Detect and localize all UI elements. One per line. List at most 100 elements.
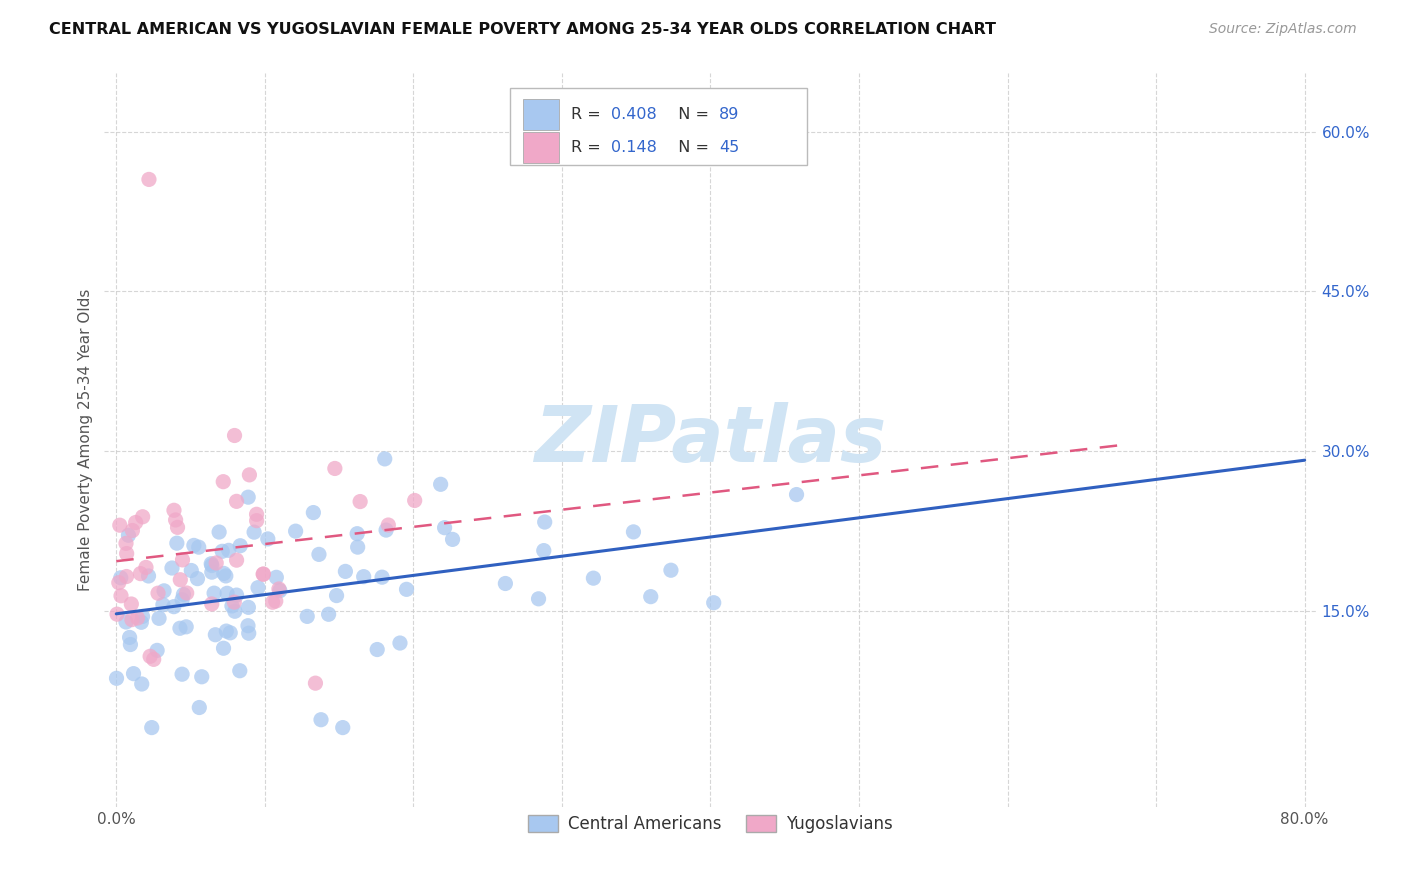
- Point: [332, 560, 354, 574]
- Point: [371, 513, 394, 527]
- Point: [264, 519, 287, 533]
- Point: [201, 617, 224, 632]
- Point: [180, 721, 202, 735]
- FancyBboxPatch shape: [523, 132, 560, 163]
- Point: [211, 645, 233, 659]
- Text: Source: ZipAtlas.com: Source: ZipAtlas.com: [1209, 22, 1357, 37]
- Point: [160, 611, 183, 625]
- Point: [110, 569, 132, 583]
- Point: [302, 591, 325, 606]
- Point: [176, 504, 198, 518]
- Point: [349, 543, 371, 558]
- Point: [166, 517, 188, 532]
- Point: [297, 551, 319, 566]
- Text: R =: R =: [571, 140, 612, 155]
- Point: [115, 516, 138, 530]
- Point: [252, 555, 274, 569]
- Point: [308, 650, 330, 665]
- Point: [219, 540, 242, 554]
- Point: [215, 697, 238, 711]
- Point: [166, 560, 188, 574]
- Point: [146, 635, 169, 649]
- Point: [238, 663, 260, 677]
- Point: [131, 577, 153, 591]
- Point: [183, 607, 205, 622]
- Point: [131, 527, 153, 541]
- Point: [225, 473, 247, 487]
- Point: [129, 462, 152, 476]
- Point: [169, 567, 191, 582]
- Point: [121, 656, 143, 670]
- Point: [172, 616, 194, 631]
- Point: [377, 540, 399, 554]
- Point: [533, 483, 555, 497]
- Text: N =: N =: [668, 140, 714, 155]
- Point: [252, 566, 274, 580]
- Text: 0.408: 0.408: [612, 107, 657, 122]
- Text: 45: 45: [718, 140, 740, 155]
- Point: [212, 481, 235, 495]
- Point: [215, 516, 238, 530]
- Point: [441, 637, 464, 651]
- Point: [121, 591, 143, 605]
- Point: [174, 549, 197, 563]
- Point: [269, 599, 291, 613]
- Point: [323, 524, 346, 538]
- Point: [172, 582, 194, 597]
- Point: [284, 548, 307, 562]
- Point: [201, 587, 224, 601]
- Point: [238, 615, 260, 630]
- Point: [582, 593, 605, 607]
- Point: [153, 674, 176, 689]
- Point: [122, 517, 145, 532]
- Point: [138, 172, 160, 186]
- Point: [218, 591, 240, 605]
- Point: [131, 641, 153, 656]
- Point: [125, 533, 148, 547]
- Point: [224, 531, 246, 545]
- Point: [152, 637, 174, 651]
- Point: [205, 712, 228, 726]
- Point: [388, 632, 411, 646]
- Point: [127, 604, 149, 618]
- Point: [190, 475, 212, 490]
- Point: [229, 561, 252, 575]
- Point: [262, 467, 284, 482]
- Point: [256, 582, 278, 596]
- Point: [429, 596, 451, 610]
- Point: [163, 556, 186, 570]
- Point: [304, 442, 326, 456]
- Point: [115, 560, 138, 574]
- Point: [640, 566, 662, 580]
- Text: 89: 89: [718, 107, 740, 122]
- Text: 0.148: 0.148: [612, 140, 657, 155]
- Point: [527, 521, 550, 535]
- Point: [238, 527, 260, 541]
- Y-axis label: Female Poverty Among 25-34 Year Olds: Female Poverty Among 25-34 Year Olds: [79, 289, 93, 591]
- Point: [201, 545, 224, 559]
- Point: [786, 504, 808, 518]
- Point: [135, 609, 157, 624]
- Point: [224, 540, 246, 554]
- Point: [433, 698, 456, 713]
- Point: [325, 591, 347, 606]
- Point: [217, 584, 239, 599]
- Point: [142, 537, 165, 551]
- Point: [225, 660, 247, 674]
- Point: [225, 558, 247, 572]
- Text: CENTRAL AMERICAN VS YUGOSLAVIAN FEMALE POVERTY AMONG 25-34 YEAR OLDS CORRELATION: CENTRAL AMERICAN VS YUGOSLAVIAN FEMALE P…: [49, 22, 997, 37]
- Point: [163, 627, 186, 641]
- Point: [139, 510, 162, 524]
- Point: [404, 431, 426, 445]
- FancyBboxPatch shape: [510, 87, 807, 165]
- Point: [141, 596, 163, 610]
- Point: [138, 642, 160, 657]
- Point: [395, 579, 418, 593]
- Point: [659, 435, 682, 450]
- Point: [204, 531, 226, 545]
- Point: [172, 596, 194, 610]
- Point: [494, 621, 516, 635]
- Point: [375, 704, 398, 718]
- Point: [146, 519, 169, 533]
- Point: [200, 616, 222, 631]
